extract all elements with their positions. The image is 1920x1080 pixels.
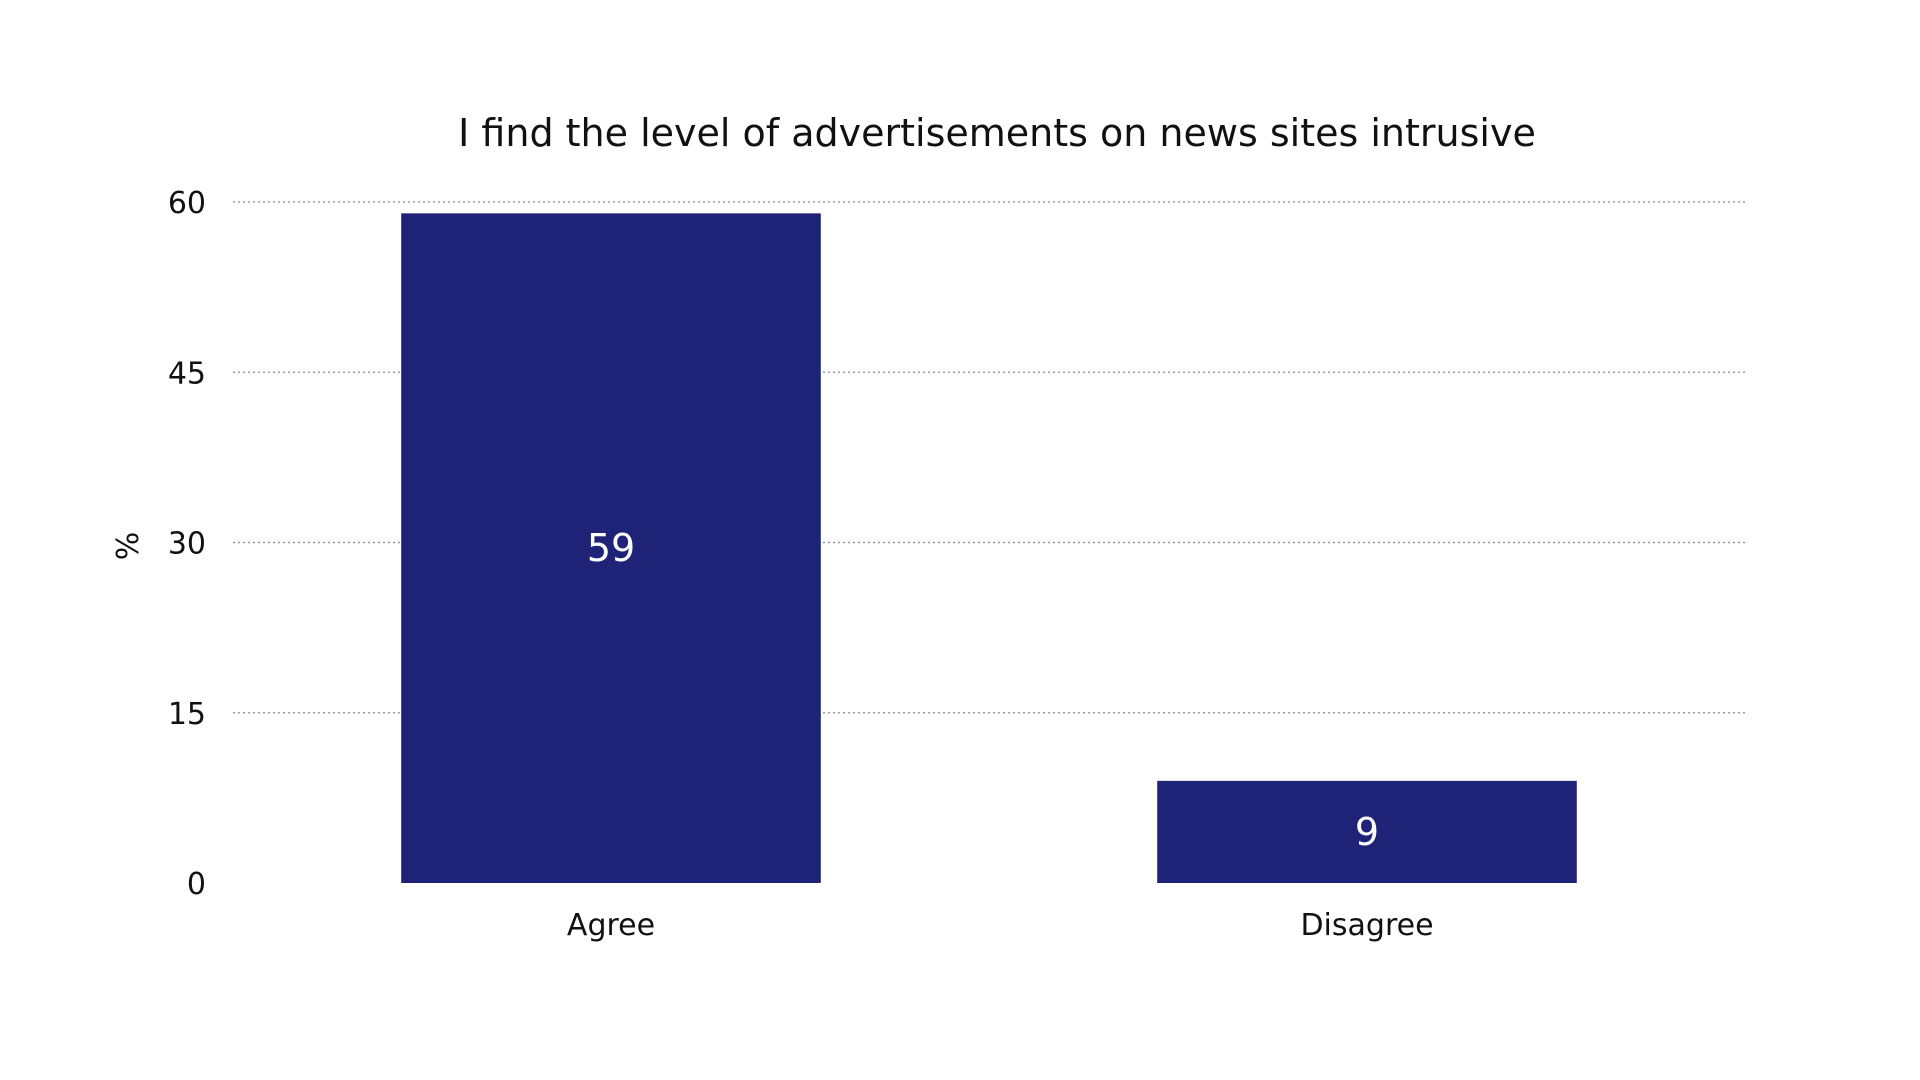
- bars: 59 9: [401, 213, 1577, 884]
- data-label: 59: [587, 526, 635, 570]
- bar-agree: [401, 213, 821, 884]
- y-tick-label: 45: [168, 356, 206, 391]
- y-tick-label: 60: [168, 186, 206, 221]
- y-tick-label: 30: [168, 527, 206, 562]
- y-axis-label: %: [111, 532, 146, 561]
- x-axis-labels: Agree Disagree: [567, 908, 1434, 943]
- bar-disagree: [1157, 780, 1577, 883]
- y-tick-label: 15: [168, 697, 206, 732]
- y-axis-ticks: 0 15 30 45 60: [168, 186, 206, 902]
- chart-title: I find the level of advertisements on ne…: [458, 111, 1536, 155]
- data-label: 9: [1355, 810, 1379, 854]
- x-category-label: Agree: [567, 908, 655, 943]
- x-category-label: Disagree: [1300, 908, 1433, 943]
- y-tick-label: 0: [187, 867, 206, 902]
